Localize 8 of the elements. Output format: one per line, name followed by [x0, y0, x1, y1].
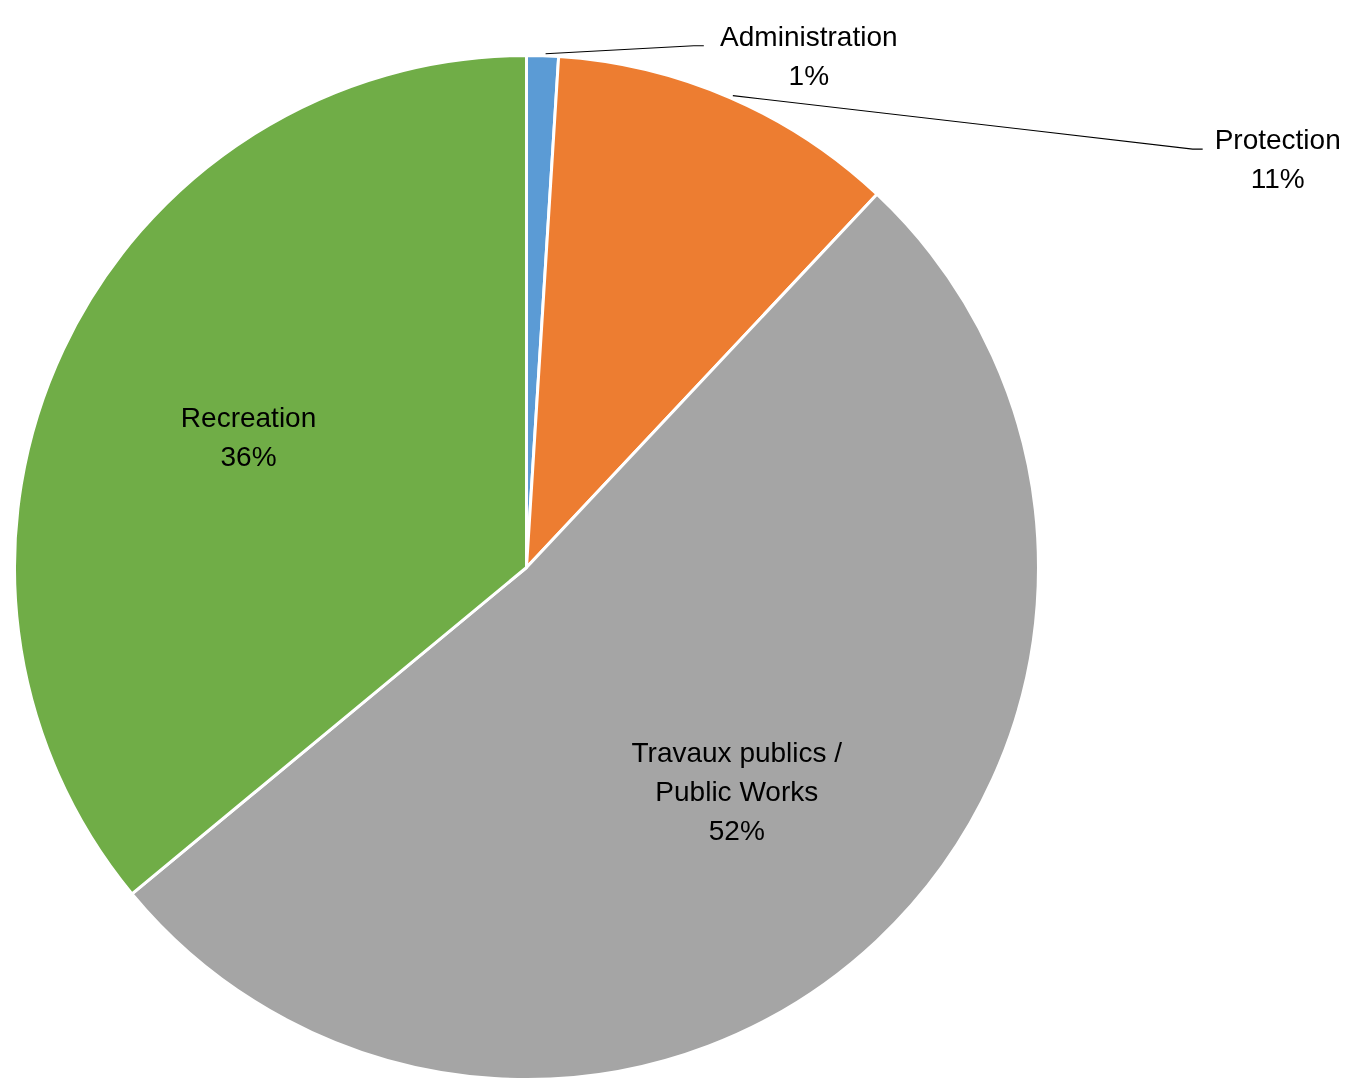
slice-label: Recreation [180, 401, 317, 433]
data-label: 1% [788, 59, 830, 91]
data-label: 11% [1250, 162, 1305, 194]
slice-label: Protection [1214, 124, 1341, 156]
slice-label: Administration [720, 20, 898, 52]
data-label: 36% [220, 440, 277, 472]
slice-label: Travaux publics / Public Works [631, 737, 843, 807]
data-label: 52% [708, 814, 765, 846]
